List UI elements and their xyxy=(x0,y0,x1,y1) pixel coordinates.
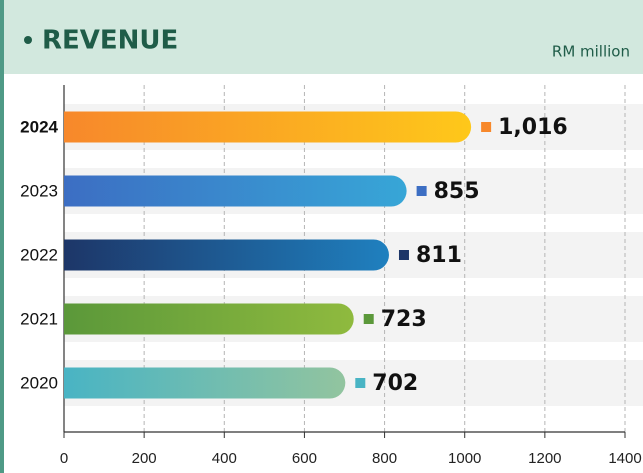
label-marker xyxy=(416,186,427,196)
x-tick-label: 200 xyxy=(132,450,157,467)
value-label: 811 xyxy=(416,243,462,268)
value-label: 702 xyxy=(372,371,418,396)
label-marker xyxy=(355,378,366,388)
bar xyxy=(64,239,389,271)
chart-title: REVENUE xyxy=(42,26,178,56)
left-border xyxy=(0,0,4,473)
x-tick-label: 1200 xyxy=(528,450,561,467)
x-tick-label: 400 xyxy=(212,450,237,467)
header-band xyxy=(0,0,643,74)
value-label: 723 xyxy=(381,307,427,332)
value-label: 855 xyxy=(434,179,480,204)
bar xyxy=(64,175,407,207)
bar xyxy=(64,111,472,143)
bar xyxy=(64,367,346,399)
y-tick-label: 2024 xyxy=(20,117,58,136)
x-tick-label: 0 xyxy=(60,450,68,467)
y-tick-label: 2021 xyxy=(20,309,58,328)
x-tick-label: 800 xyxy=(372,450,397,467)
label-marker xyxy=(363,314,374,324)
x-tick-label: 600 xyxy=(292,450,317,467)
unit-label: RM million xyxy=(552,43,630,61)
y-tick-label: 2020 xyxy=(20,373,58,392)
x-tick-label: 1400 xyxy=(608,450,641,467)
y-tick-label: 2022 xyxy=(20,245,58,264)
label-marker xyxy=(398,250,409,260)
value-label: 1,016 xyxy=(498,115,568,140)
label-marker xyxy=(481,122,492,132)
x-tick-label: 1000 xyxy=(448,450,481,467)
y-tick-label: 2023 xyxy=(20,181,58,200)
bar xyxy=(64,303,354,335)
title-bullet xyxy=(24,36,32,44)
